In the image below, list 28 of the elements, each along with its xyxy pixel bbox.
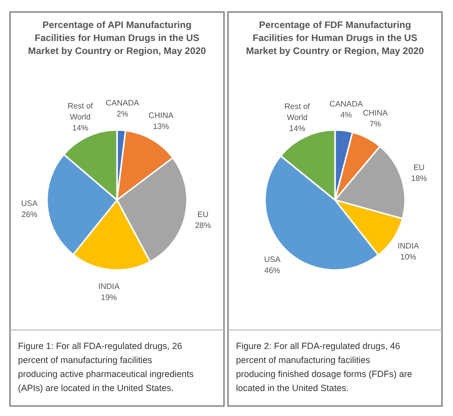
data-label: 14% [72,123,88,132]
slice-label: USA [21,198,38,208]
slice-label: INDIA [398,241,420,250]
data-label: 14% [289,124,306,133]
chart-title: Percentage of FDF Manufacturing Facilities for Human Drugs in the US Market by Country or Region, May 2020 [246,20,424,57]
slice-label: Rest of World [68,101,94,122]
slice-label: CANADA [106,98,140,108]
data-label: 18% [411,174,428,184]
data-label: 46% [264,266,280,276]
data-label: 13% [152,122,170,131]
slice-label: CHINA [148,110,174,120]
data-label: 26% [21,210,38,219]
slice-label: Rest of World [284,102,311,122]
caption: Figure 2: For all FDA-regulated drugs, 46 percent of manufacturing facilities producing finished dosage forms (FDFs) are located in the United States. [236,341,412,393]
slice-label: CANADA [329,99,364,108]
caption: Figure 1: For all FDA-regulated drugs, 26 percent of manufacturing facilities producing active pharmaceutical ingredients (APIs) are located in the United States. [18,341,194,393]
data-label: 4% [340,110,352,120]
data-label: 2% [116,110,128,119]
slice-label: EU [197,210,209,220]
data-label: 7% [370,120,382,129]
slice-label: INDIA [98,282,120,292]
slice-label: CHINA [362,108,388,118]
data-label: 28% [194,221,211,230]
data-label: 10% [400,252,416,262]
data-label: 19% [100,293,117,302]
slice-label: EU [413,163,425,172]
slice-label: USA [264,255,282,264]
chart-title: Percentage of API Manufacturing Facilities for Human Drugs in the US Market by Country or Region, May 2020 [28,20,206,57]
